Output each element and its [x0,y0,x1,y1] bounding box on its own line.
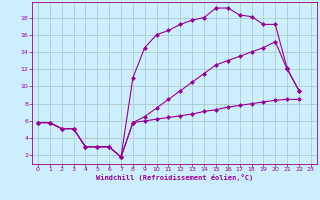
X-axis label: Windchill (Refroidissement éolien,°C): Windchill (Refroidissement éolien,°C) [96,174,253,181]
